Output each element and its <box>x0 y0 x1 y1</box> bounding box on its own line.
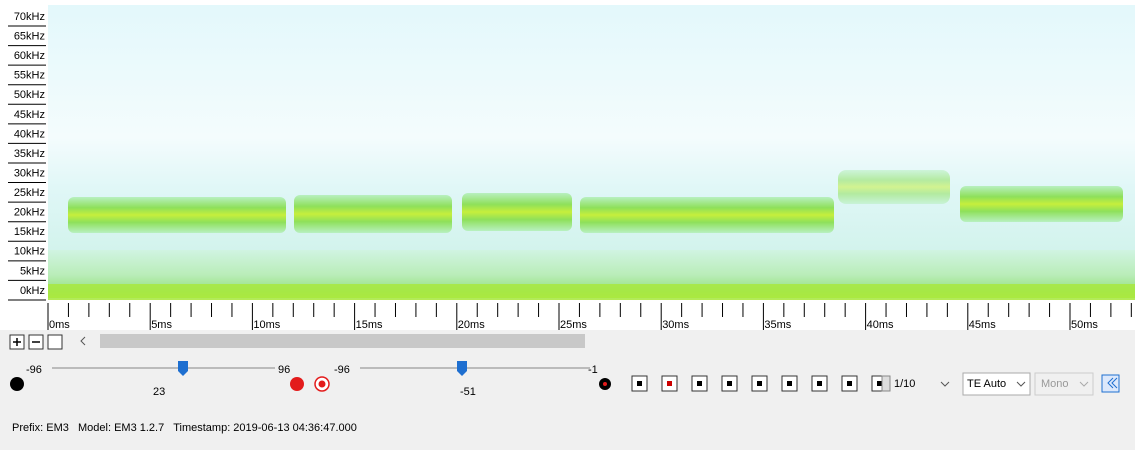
zoom-controls <box>10 334 585 349</box>
freq-label: 40kHz <box>14 128 45 140</box>
time-label: 0ms <box>49 319 70 331</box>
freq-label: 50kHz <box>14 89 45 101</box>
time-label: 35ms <box>764 319 791 331</box>
freq-label: 35kHz <box>14 148 45 160</box>
freq-label: 20kHz <box>14 207 45 219</box>
time-label: 15ms <box>356 319 383 331</box>
freq-label: 15kHz <box>14 226 45 238</box>
slider-max: -1 <box>588 364 598 376</box>
tool-icon <box>787 381 792 386</box>
freq-label: 5kHz <box>20 265 45 277</box>
freq-label: 25kHz <box>14 187 45 199</box>
slider-value: 23 <box>153 386 165 398</box>
tool-icon <box>727 381 732 386</box>
dropdown-label: Mono <box>1041 378 1069 390</box>
time-label: 25ms <box>560 319 587 331</box>
tool-icon <box>847 381 852 386</box>
toolbar: 1/10 TE Auto Mono <box>632 373 1119 395</box>
tool-icon <box>817 381 822 386</box>
freq-label: 10kHz <box>14 246 45 258</box>
tool-icon <box>757 381 762 386</box>
time-label: 30ms <box>662 319 689 331</box>
spectrogram <box>48 5 1135 300</box>
dropdown-label: TE Auto <box>967 378 1006 390</box>
slider-thumb[interactable] <box>178 361 188 376</box>
threshold-slider: -96 -51 -1 <box>334 361 611 398</box>
slider-min: -96 <box>26 364 42 376</box>
time-label: 45ms <box>969 319 996 331</box>
scrollbar[interactable] <box>100 334 585 348</box>
slider-value: -51 <box>460 386 476 398</box>
dropdown-label: 1/10 <box>894 378 915 390</box>
slider-max: 96 <box>278 364 290 376</box>
freq-label: 55kHz <box>14 70 45 82</box>
freq-label: 0kHz <box>20 285 45 297</box>
tool-icon <box>697 381 702 386</box>
frequency-axis: 70kHz 65kHz 60kHz 55kHz 50kHz 45kHz 40kHz 35kHz… <box>8 11 46 300</box>
slider-thumb[interactable] <box>457 361 467 376</box>
freq-label: 60kHz <box>14 50 45 62</box>
fit-button[interactable] <box>48 335 62 349</box>
tool-icon <box>637 381 642 386</box>
status-bar: Prefix: EM3 Model: EM3 1.2.7 Timestamp: … <box>12 422 357 434</box>
time-label: 5ms <box>151 319 172 331</box>
rewind-button[interactable] <box>1102 375 1119 392</box>
record-dot <box>10 377 24 391</box>
time-label: 20ms <box>458 319 485 331</box>
slider-min: -96 <box>334 364 350 376</box>
time-label: 50ms <box>1071 319 1098 331</box>
freq-label: 45kHz <box>14 109 45 121</box>
freq-label: 30kHz <box>14 167 45 179</box>
freq-label: 70kHz <box>14 11 45 23</box>
play-button[interactable] <box>882 376 890 391</box>
gain-slider: -96 23 96 <box>10 361 329 398</box>
record-button[interactable] <box>290 377 304 391</box>
app-window: 70kHz 65kHz 60kHz 55kHz 50kHz 45kHz 40kHz 35kHz… <box>0 0 1135 445</box>
time-label: 10ms <box>253 319 280 331</box>
freq-label: 65kHz <box>14 30 45 42</box>
tool-icon <box>667 381 672 386</box>
time-label: 40ms <box>867 319 894 331</box>
scroll-left[interactable] <box>81 337 85 345</box>
tool-icon <box>877 381 882 386</box>
